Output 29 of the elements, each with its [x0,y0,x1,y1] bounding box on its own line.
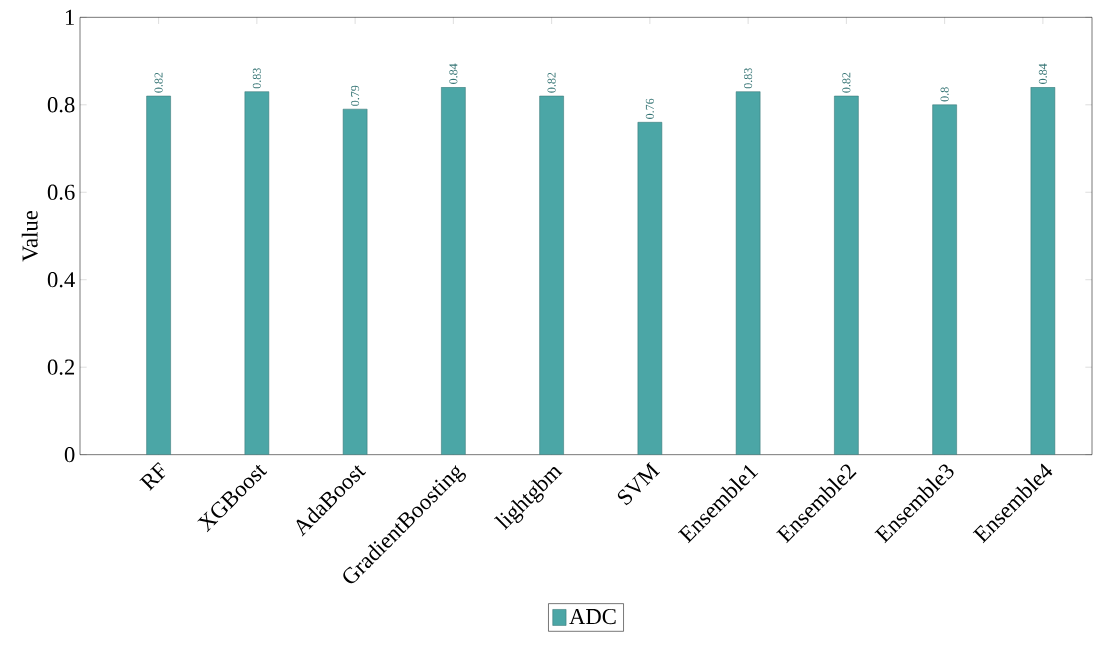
data-label: 0.79 [351,85,360,106]
data-label: 0.82 [842,72,851,93]
data-label: 0.84 [449,63,458,84]
data-label: 0.8 [940,87,949,102]
bar [342,108,368,455]
bar [244,91,270,455]
y-axis-title: Value [21,210,38,262]
data-label: 0.76 [645,98,654,119]
bar [146,95,171,455]
legend-label: ADC [569,608,616,625]
x-tick-label: RF [139,461,166,491]
bar [637,122,663,455]
bar [932,104,957,455]
bar [441,87,466,455]
y-tick-label: 0.4 [47,272,75,288]
data-label: 0.83 [744,68,753,89]
y-tick-label: 0 [64,447,75,463]
bar [539,95,564,455]
bar [834,95,859,455]
data-label: 0.82 [547,72,556,93]
bar [735,91,761,455]
y-tick-label: 0.6 [47,184,75,200]
data-label: 0.83 [252,68,261,89]
y-tick-label: 0.2 [47,359,75,375]
data-label: 0.82 [154,72,163,93]
y-tick-label: 1 [65,9,74,25]
y-tick-label: 0.8 [47,97,75,113]
bar [1030,87,1056,455]
data-label: 0.84 [1038,63,1047,84]
